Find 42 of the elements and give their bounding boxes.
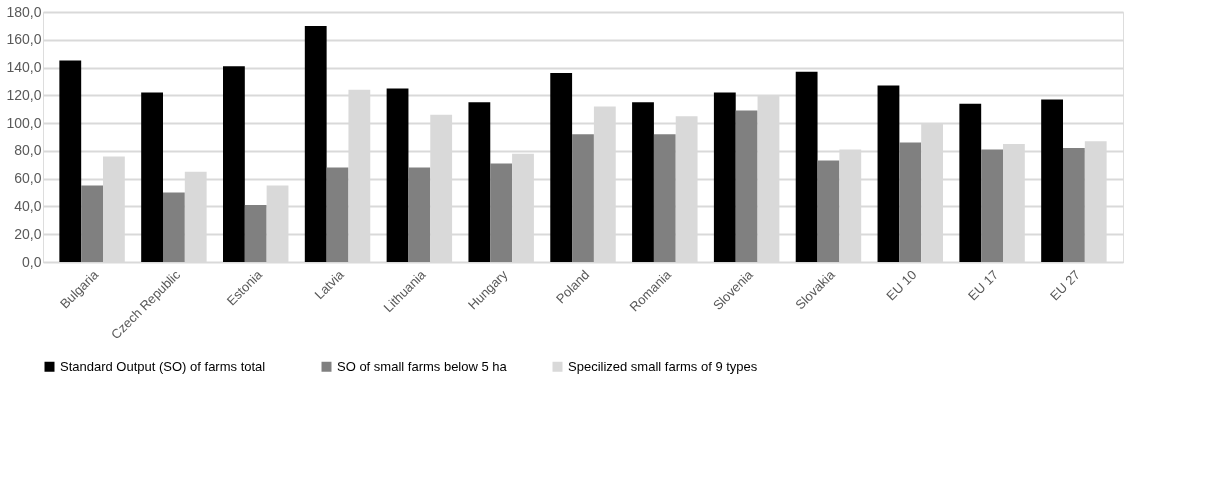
y-tick-label: 180,0 [6, 3, 42, 20]
y-tick-label: 140,0 [6, 59, 42, 76]
x-tick-label: EU 17 [965, 267, 1002, 304]
bar [959, 103, 982, 262]
legend-label: SO of small farms below 5 ha [337, 358, 508, 374]
bar [899, 142, 922, 262]
bar [141, 92, 163, 262]
y-tick-label: 40,0 [14, 197, 42, 214]
y-tick-label: 160,0 [6, 31, 42, 48]
bar [632, 102, 654, 262]
bar [223, 66, 245, 262]
bar [572, 134, 594, 262]
bar [877, 85, 900, 262]
y-tick-label: 100,0 [6, 114, 42, 131]
bar [304, 25, 327, 262]
x-tick-label: EU 10 [883, 267, 920, 304]
bar [59, 60, 82, 262]
y-tick-label: 20,0 [14, 225, 42, 242]
bar [81, 185, 103, 262]
bar [1063, 148, 1085, 262]
bar [468, 102, 491, 262]
y-tick-label: 120,0 [6, 86, 42, 103]
bar [550, 73, 573, 262]
legend-label: Standard Output (SO) of farms total [60, 358, 266, 374]
bar [817, 160, 840, 262]
bar [653, 134, 676, 262]
bar [1041, 99, 1063, 262]
bar [408, 167, 431, 262]
y-tick-label: 0,0 [22, 253, 42, 270]
bar [244, 205, 267, 262]
bar [386, 88, 409, 262]
bar [163, 192, 185, 262]
bar [490, 163, 513, 262]
x-tick-label: EU 27 [1046, 267, 1084, 304]
y-tick-label: 80,0 [14, 142, 42, 159]
legend-label: Specilized small farms of 9 types [568, 358, 758, 374]
bar [713, 92, 736, 262]
bar [735, 110, 758, 262]
bar [795, 71, 818, 262]
y-tick-label: 60,0 [14, 170, 42, 187]
bar [981, 149, 1003, 262]
bar [326, 167, 349, 262]
